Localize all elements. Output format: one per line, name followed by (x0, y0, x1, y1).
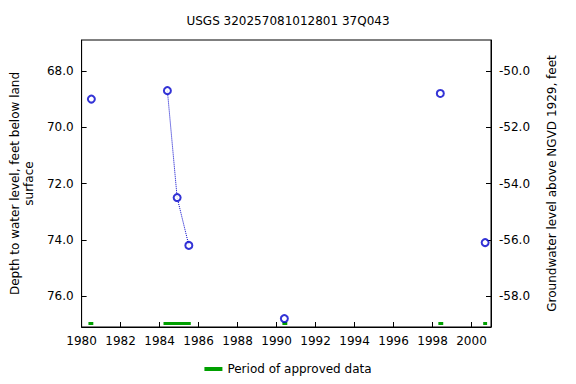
svg-text:74.0: 74.0 (47, 233, 74, 247)
svg-text:1994: 1994 (339, 334, 370, 348)
svg-text:1988: 1988 (222, 334, 253, 348)
svg-text:USGS 320257081012801 37Q043: USGS 320257081012801 37Q043 (186, 14, 389, 28)
svg-text:2000: 2000 (456, 334, 487, 348)
svg-text:1990: 1990 (261, 334, 292, 348)
svg-text:1986: 1986 (183, 334, 214, 348)
svg-text:1982: 1982 (105, 334, 136, 348)
svg-text:1998: 1998 (417, 334, 448, 348)
svg-text:-56.0: -56.0 (499, 233, 530, 247)
svg-text:-54.0: -54.0 (499, 177, 530, 191)
svg-text:-52.0: -52.0 (499, 120, 530, 134)
svg-text:1980: 1980 (66, 334, 97, 348)
svg-text:1992: 1992 (300, 334, 331, 348)
svg-text:-50.0: -50.0 (499, 64, 530, 78)
svg-text:70.0: 70.0 (47, 120, 74, 134)
svg-text:72.0: 72.0 (47, 177, 74, 191)
svg-text:76.0: 76.0 (47, 289, 74, 303)
svg-text:Depth to water level, feet bel: Depth to water level, feet below land (8, 72, 22, 295)
svg-text:Period of approved data: Period of approved data (227, 362, 371, 376)
svg-text:surface: surface (22, 161, 36, 205)
svg-text:1996: 1996 (378, 334, 409, 348)
svg-text:68.0: 68.0 (47, 64, 74, 78)
svg-text:-58.0: -58.0 (499, 289, 530, 303)
svg-text:1984: 1984 (144, 334, 175, 348)
svg-text:Groundwater level above NGVD 1: Groundwater level above NGVD 1929, feet (545, 55, 559, 312)
